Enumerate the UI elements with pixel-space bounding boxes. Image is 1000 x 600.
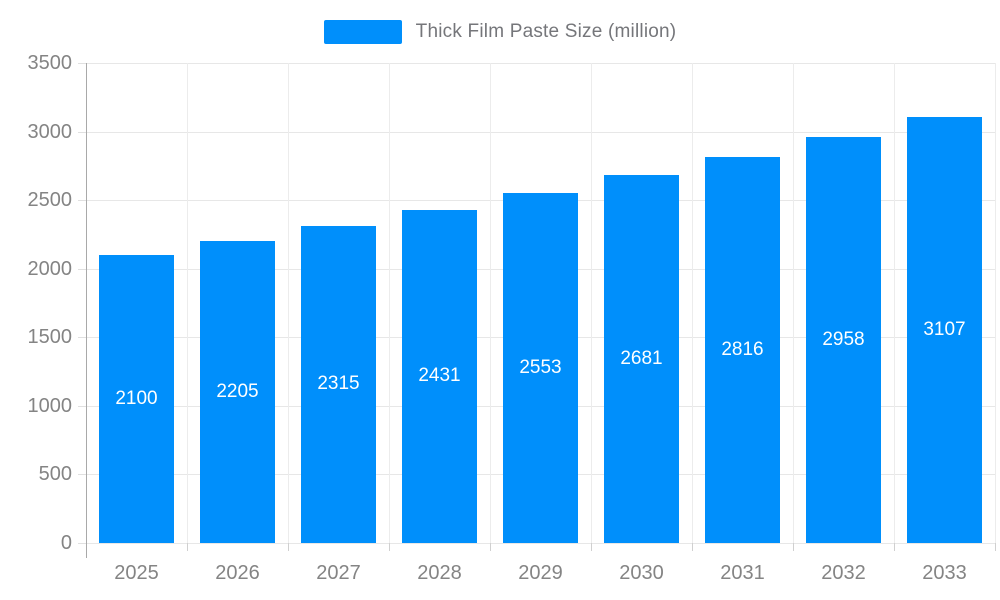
y-axis-tick (78, 337, 86, 339)
x-axis-tick (894, 543, 895, 551)
x-axis-tick (389, 543, 390, 551)
legend-swatch (323, 20, 402, 44)
bar-value-label: 2205 (216, 380, 259, 402)
bar[interactable]: 2315 (301, 225, 376, 543)
bar-value-label: 2958 (822, 329, 865, 351)
v-gridline (389, 63, 390, 543)
bar[interactable]: 2100 (99, 255, 174, 543)
h-gridline (86, 131, 995, 133)
bar[interactable]: 2816 (705, 156, 780, 543)
v-gridline (187, 63, 188, 543)
bar[interactable]: 2431 (402, 209, 477, 543)
x-tick-label: 2029 (518, 562, 563, 584)
h-gridline (86, 63, 995, 64)
y-axis-tick (78, 200, 86, 202)
x-axis-tick (288, 543, 289, 551)
v-gridline (894, 63, 895, 543)
y-tick-label: 1000 (27, 394, 73, 417)
y-axis-tick (78, 131, 86, 133)
bar-value-label: 2681 (620, 348, 663, 370)
x-axis-tick (692, 543, 693, 551)
bar[interactable]: 2958 (806, 137, 881, 543)
v-gridline (995, 63, 996, 543)
x-tick-label: 2028 (417, 562, 462, 584)
y-axis-line (86, 63, 87, 558)
x-axis-tick (793, 543, 794, 551)
x-axis-tick (187, 543, 188, 551)
y-tick-label: 2500 (27, 189, 73, 212)
y-tick-label: 1500 (27, 326, 73, 349)
bar-value-label: 2100 (115, 388, 158, 409)
y-tick-label: 500 (38, 463, 72, 486)
y-tick-label: 3500 (27, 52, 73, 74)
y-axis-tick (78, 268, 86, 270)
v-gridline (793, 63, 794, 543)
bar[interactable]: 2205 (200, 240, 275, 543)
y-axis-tick (78, 543, 86, 544)
bar-value-label: 2315 (317, 373, 360, 395)
x-tick-label: 2026 (215, 562, 260, 584)
x-axis-tick (995, 543, 996, 551)
x-tick-label: 2027 (316, 562, 361, 584)
y-axis-tick (78, 474, 86, 476)
bar[interactable]: 3107 (907, 116, 982, 543)
x-tick-label: 2032 (821, 562, 866, 584)
bar[interactable]: 2553 (503, 192, 578, 543)
v-gridline (591, 63, 592, 543)
x-tick-label: 2030 (619, 562, 664, 584)
v-gridline (692, 63, 693, 543)
y-tick-label: 2000 (27, 257, 73, 280)
v-gridline (288, 63, 289, 543)
x-tick-label: 2025 (114, 562, 159, 584)
x-axis-tick (490, 543, 491, 551)
bar-value-label: 2431 (418, 365, 461, 387)
bar-value-label: 3107 (923, 318, 966, 340)
bar-value-label: 2816 (721, 338, 764, 360)
y-tick-label: 0 (60, 532, 72, 554)
y-axis-tick (78, 63, 86, 64)
y-axis-tick (78, 405, 86, 407)
v-gridline (490, 63, 491, 543)
legend[interactable]: Thick Film Paste Size (million) (0, 20, 1000, 44)
bar[interactable]: 2681 (604, 175, 679, 543)
y-tick-label: 3000 (27, 120, 73, 143)
x-axis-tick (591, 543, 592, 551)
h-gridline (86, 543, 995, 544)
bar-value-label: 2553 (519, 356, 562, 378)
x-tick-label: 2031 (720, 562, 765, 584)
x-tick-label: 2033 (922, 562, 967, 584)
legend-label: Thick Film Paste Size (million) (415, 21, 677, 42)
